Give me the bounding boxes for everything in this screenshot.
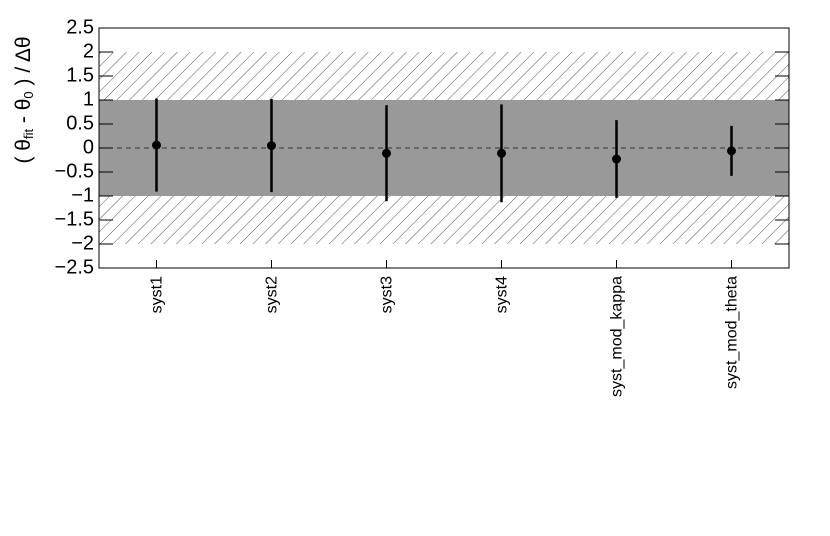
y-label-sub: 0 xyxy=(21,91,36,98)
point xyxy=(152,140,161,150)
y-label-sub: fit xyxy=(21,129,36,140)
x-tick-label: syst3 xyxy=(379,276,396,313)
x-tick-label: syst_mod_kappa xyxy=(609,276,626,397)
point xyxy=(382,148,391,158)
x-tick-label: syst2 xyxy=(264,276,281,313)
y-tick-label: −1 xyxy=(71,184,94,206)
y-tick-label: 2.5 xyxy=(66,16,94,38)
y-tick-label: 1 xyxy=(83,88,94,110)
y-tick-label: −1.5 xyxy=(55,208,94,230)
marks xyxy=(152,98,736,203)
y-label-part: ( θ xyxy=(12,139,35,164)
point xyxy=(267,141,276,151)
point xyxy=(727,146,736,156)
y-tick-label: 2 xyxy=(83,40,94,62)
y-tick-label: 0.5 xyxy=(66,112,94,134)
y-tick-label: −0.5 xyxy=(55,160,94,182)
y-axis-label: ( θfit - θ0 ) / Δθ xyxy=(12,36,37,163)
y-label-part: - θ xyxy=(12,99,35,129)
x-tick-label: syst4 xyxy=(494,276,511,313)
x-tick-label: syst1 xyxy=(149,276,166,313)
y-label-part: ) / Δθ xyxy=(12,36,35,91)
y-tick-label: 1.5 xyxy=(66,64,94,86)
y-tick-label: −2.5 xyxy=(55,256,94,278)
bands xyxy=(99,52,789,244)
y-tick-label: 0 xyxy=(83,136,94,158)
x-tick-label: syst_mod_theta xyxy=(724,276,741,389)
point xyxy=(612,154,621,164)
y-tick-label: −2 xyxy=(71,232,94,254)
point xyxy=(497,148,506,158)
